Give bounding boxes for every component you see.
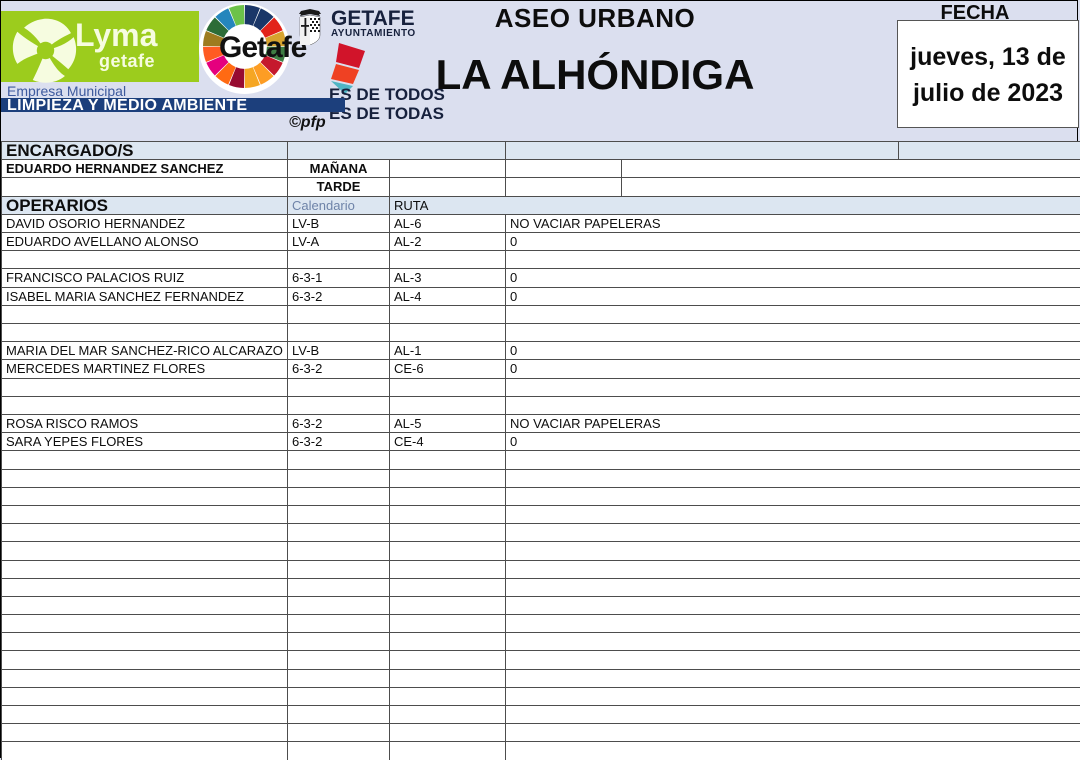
svg-text:Lyma: Lyma <box>75 17 158 53</box>
